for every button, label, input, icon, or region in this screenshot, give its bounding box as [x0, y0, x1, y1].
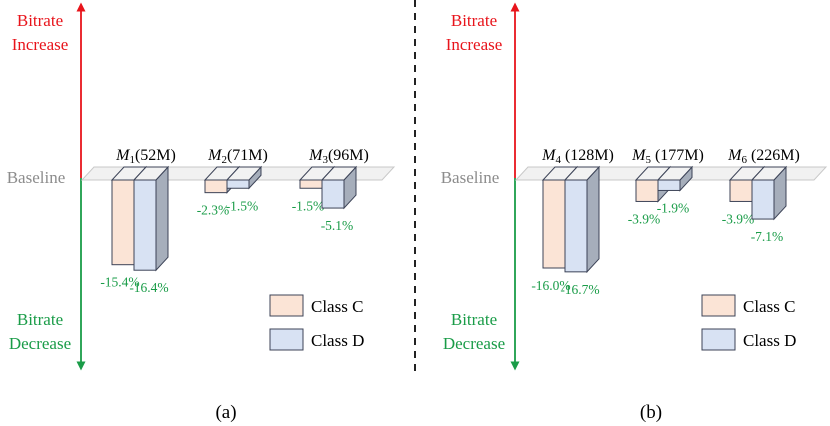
panel-b-decrease-label-line1: Bitrate: [451, 310, 497, 329]
panel-a-label: (a): [215, 402, 236, 423]
panel-a-baseline-label: Baseline: [7, 168, 66, 187]
value-label-b-g1-class-d: -16.7%: [560, 282, 599, 297]
panel-b-legend-class-d-label: Class D: [743, 331, 796, 350]
panel-b-group-4-label: M4 (128M): [541, 147, 614, 166]
panel-a-group-3-label: M3(96M): [308, 147, 369, 166]
panel-a-decrease-label-line1: Bitrate: [17, 310, 63, 329]
panel-b-baseline-label: Baseline: [441, 168, 500, 187]
panel-b-group-6-label: M6 (226M): [727, 147, 800, 166]
panel-b-legend-class-d-swatch: [701, 328, 736, 351]
panel-b-bars: -16.0%-16.7%-3.9%-1.9%-3.9%-7.1%: [531, 165, 788, 297]
bar-b-g1-class-d: [563, 165, 601, 274]
panel-b-legend-class-c-swatch: [701, 294, 736, 317]
panel-a-group-2-label: M2(71M): [207, 147, 268, 166]
value-label-a-g3-class-d: -5.1%: [321, 218, 354, 233]
bar-a-g2-class-d: [225, 165, 263, 190]
value-label-b-g2-class-d: -1.9%: [657, 200, 690, 215]
panel-a-legend-class-d-swatch: [269, 328, 304, 351]
value-label-a-g2-class-c: -2.3%: [197, 203, 230, 218]
panel-a-increase-label-line2: Increase: [12, 35, 69, 54]
panel-b-increase-label-line1: Bitrate: [451, 11, 497, 30]
value-label-b-g3-class-c: -3.9%: [722, 211, 755, 226]
value-label-a-g3-class-c: -1.5%: [292, 198, 325, 213]
panel-a-increase-label-line1: Bitrate: [17, 11, 63, 30]
panel-b-legend-class-c-label: Class C: [743, 297, 795, 316]
panel-a-legend-class-d-label: Class D: [311, 331, 364, 350]
panel-b-increase-label-line2: Increase: [446, 35, 503, 54]
value-label-b-g1-class-c: -16.0%: [531, 278, 570, 293]
bar-a-g1-class-d: [132, 165, 170, 272]
panel-b: Bitrate Increase Baseline Bitrate Decrea…: [441, 2, 828, 423]
bar-b-g3-class-d: [750, 165, 788, 221]
panel-a-group-1-label: M1(52M): [115, 147, 176, 166]
bar-a-g3-class-d: [320, 165, 358, 210]
value-label-a-g2-class-d: -1.5%: [226, 198, 259, 213]
panel-a-legend-class-c-swatch: [269, 294, 304, 317]
value-label-b-g2-class-c: -3.9%: [628, 211, 661, 226]
value-label-b-g3-class-d: -7.1%: [751, 229, 784, 244]
bar-b-g2-class-d: [656, 165, 694, 192]
panel-a: Bitrate Increase Baseline Bitrate Decrea…: [7, 2, 396, 423]
panel-b-decrease-label-line2: Decrease: [443, 334, 505, 353]
panel-a-decrease-label-line2: Decrease: [9, 334, 71, 353]
panel-a-legend-class-c-label: Class C: [311, 297, 363, 316]
value-label-a-g1-class-c: -15.4%: [100, 275, 139, 290]
panel-a-bars: -15.4%-16.4%-2.3%-1.5% -1.5%-5.1%: [100, 165, 358, 295]
panel-b-group-5-label: M5 (177M): [631, 147, 704, 166]
panel-b-label: (b): [640, 402, 662, 423]
value-label-a-g1-class-d: -16.4%: [129, 280, 168, 295]
